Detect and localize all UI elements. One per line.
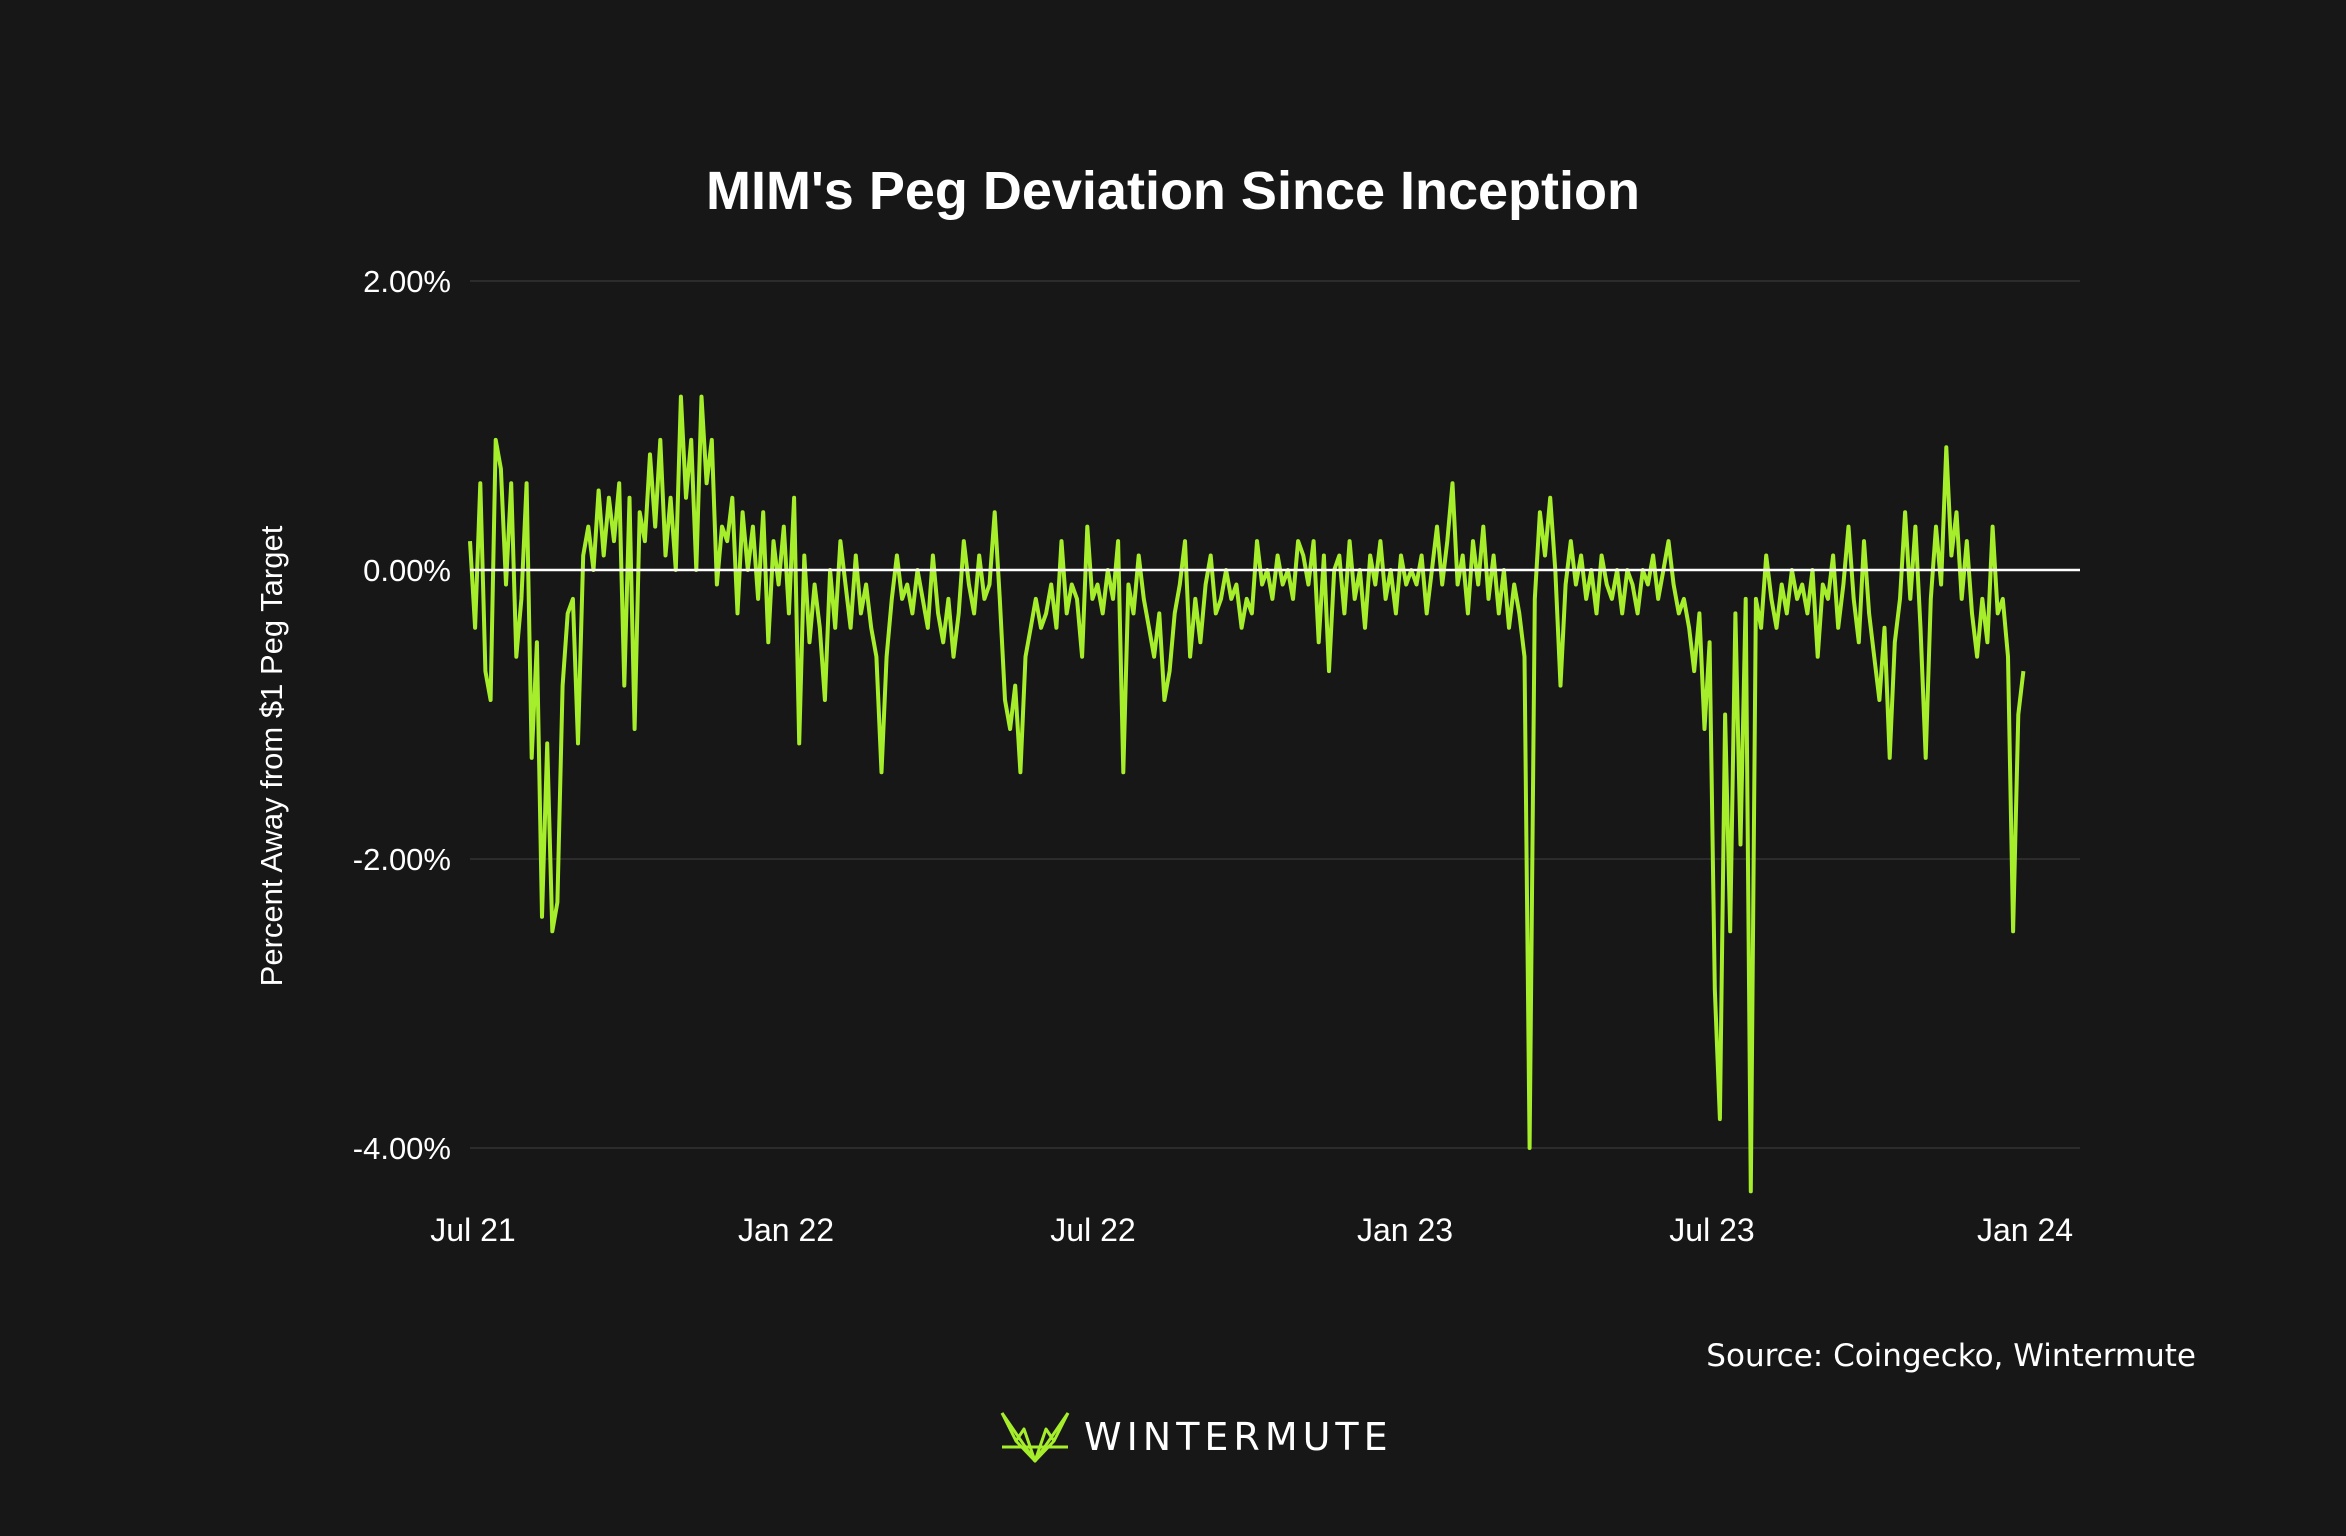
source-note: Source: Coingecko, Wintermute bbox=[1706, 1338, 2196, 1374]
x-tick-label: Jul 23 bbox=[1669, 1212, 1754, 1248]
series-line-peg-deviation bbox=[470, 397, 2023, 1192]
y-axis-label: Percent Away from $1 Peg Target bbox=[254, 525, 289, 986]
y-tick-label: -4.00% bbox=[353, 1131, 451, 1166]
series-layer bbox=[470, 397, 2023, 1192]
wintermute-logo-icon bbox=[998, 1407, 1072, 1467]
x-tick-label: Jan 23 bbox=[1357, 1212, 1453, 1248]
x-tick-label: Jul 21 bbox=[430, 1212, 515, 1248]
y-tick-label: -2.00% bbox=[353, 842, 451, 877]
x-tick-label: Jan 22 bbox=[738, 1212, 834, 1248]
y-axis-ticks: 2.00% 0.00% -2.00% -4.00% bbox=[353, 264, 451, 1166]
grid-lines bbox=[470, 281, 2080, 1148]
x-tick-label: Jan 24 bbox=[1977, 1212, 2073, 1248]
brand-logo: WINTERMUTE bbox=[998, 1405, 1393, 1469]
x-tick-label: Jul 22 bbox=[1050, 1212, 1135, 1248]
brand-name: WINTERMUTE bbox=[1084, 1415, 1393, 1459]
x-axis-ticks: Jul 21 Jan 22 Jul 22 Jan 23 Jul 23 Jan 24 bbox=[430, 1212, 2073, 1248]
y-tick-label: 2.00% bbox=[363, 264, 451, 299]
y-tick-label: 0.00% bbox=[363, 553, 451, 588]
